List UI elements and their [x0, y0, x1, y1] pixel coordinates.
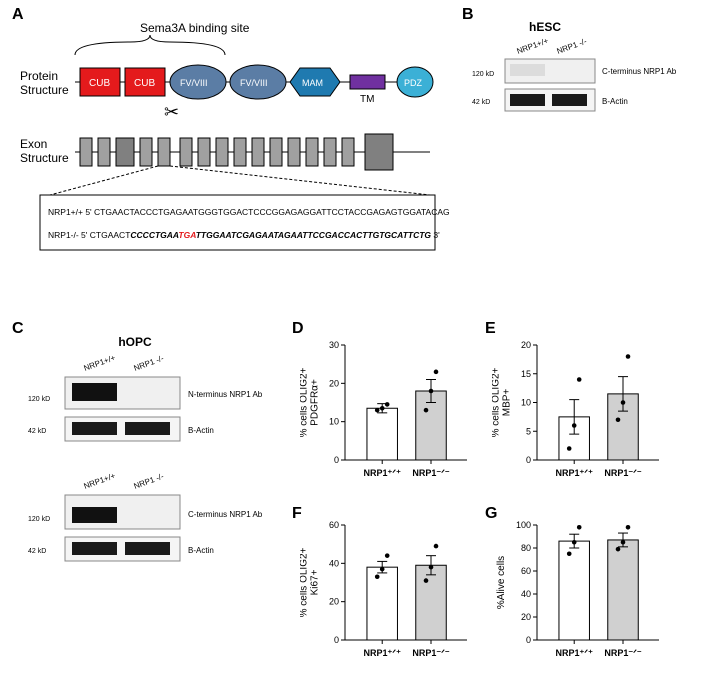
scissors-icon: ✂ — [164, 102, 179, 122]
svg-text:NRP1⁻ᐟ⁻: NRP1⁻ᐟ⁻ — [604, 468, 642, 478]
svg-text:% cells OLIG2+: % cells OLIG2+ — [492, 367, 502, 437]
hesc-title: hESC — [490, 20, 600, 34]
svg-text:NRP1⁻ᐟ⁻: NRP1⁻ᐟ⁻ — [412, 468, 450, 478]
svg-text:CUB: CUB — [89, 78, 110, 89]
svg-text:PDZ: PDZ — [404, 78, 423, 88]
svg-text:20: 20 — [521, 340, 531, 350]
svg-text:10: 10 — [329, 417, 339, 427]
svg-text:0: 0 — [526, 455, 531, 465]
panel-b: hESC NRP1+/+ NRP1 -/- 120 kD C-terminus … — [470, 20, 690, 150]
svg-text:40: 40 — [329, 558, 339, 568]
svg-text:60: 60 — [329, 520, 339, 530]
svg-text:FV/VIII: FV/VIII — [240, 78, 268, 88]
svg-text:N-terminus NRP1 Ab: N-terminus NRP1 Ab — [188, 390, 263, 399]
svg-text:NRP1+/+: NRP1+/+ — [516, 36, 550, 56]
svg-text:Structure: Structure — [20, 151, 69, 165]
svg-text:NRP1⁺ᐟ⁺: NRP1⁺ᐟ⁺ — [556, 648, 594, 658]
protein-structure-label-1: Protein — [20, 69, 58, 83]
svg-text:20: 20 — [521, 612, 531, 622]
svg-text:42 kD: 42 kD — [472, 99, 490, 106]
svg-text:NRP1⁺ᐟ⁺: NRP1⁺ᐟ⁺ — [364, 648, 402, 658]
svg-text:120 kD: 120 kD — [28, 516, 50, 523]
panel-f-chart: 0 20 40 60 % cells OLIG2+Ki67+ NRP1⁺ᐟ⁺ NRP1⁻ᐟ⁻ — [300, 515, 475, 675]
protein-exon-diagram: Sema3A binding site Protein Structure CU… — [20, 20, 450, 310]
protein-structure-label-2: Structure — [20, 83, 69, 97]
svg-text:MAM: MAM — [302, 78, 323, 88]
svg-text:TM: TM — [360, 94, 374, 105]
svg-text:FV/VIII: FV/VIII — [180, 78, 208, 88]
svg-text:20: 20 — [329, 597, 339, 607]
svg-text:PDGFRα+: PDGFRα+ — [310, 379, 321, 426]
svg-text:CUB: CUB — [134, 78, 155, 89]
svg-text:Exon: Exon — [20, 137, 47, 151]
svg-text:40: 40 — [521, 589, 531, 599]
svg-text:B-Actin: B-Actin — [188, 426, 214, 435]
panel-d-chart: 0 10 20 30 % cells OLIG2+PDGFRα+ NRP1⁺ᐟ⁺ NRP1⁻… — [300, 335, 475, 500]
svg-text:42 kD: 42 kD — [28, 548, 46, 555]
svg-text:120 kD: 120 kD — [472, 71, 494, 78]
svg-text:120 kD: 120 kD — [28, 396, 50, 403]
svg-text:B-Actin: B-Actin — [602, 97, 628, 106]
panel-a: Sema3A binding site Protein Structure CU… — [20, 20, 450, 310]
svg-text:B-Actin: B-Actin — [188, 546, 214, 555]
seq-wt: NRP1+/+ 5' CTGAACTACCCTGAGAATGGGTGGACTCC… — [48, 207, 450, 217]
svg-text:C-terminus NRP1 Ab: C-terminus NRP1 Ab — [188, 510, 263, 519]
svg-text:100: 100 — [516, 520, 531, 530]
hopc-title: hOPC — [50, 335, 220, 349]
svg-text:NRP1⁺ᐟ⁺: NRP1⁺ᐟ⁺ — [364, 468, 402, 478]
svg-text:NRP1⁻ᐟ⁻: NRP1⁻ᐟ⁻ — [412, 648, 450, 658]
svg-text:NRP1 -/-: NRP1 -/- — [133, 472, 166, 491]
svg-text:10: 10 — [521, 398, 531, 408]
svg-text:20: 20 — [329, 378, 339, 388]
svg-text:15: 15 — [521, 369, 531, 379]
svg-text:0: 0 — [334, 455, 339, 465]
svg-text:NRP1+/+: NRP1+/+ — [83, 471, 117, 491]
svg-text:C-terminus NRP1 Ab: C-terminus NRP1 Ab — [602, 67, 677, 76]
svg-text:80: 80 — [521, 543, 531, 553]
svg-text:60: 60 — [521, 566, 531, 576]
binding-site-label: Sema3A binding site — [140, 21, 250, 35]
svg-text:NRP1 -/-: NRP1 -/- — [133, 354, 166, 373]
svg-text:30: 30 — [329, 340, 339, 350]
brace — [75, 35, 225, 55]
svg-text:% cells OLIG2+: % cells OLIG2+ — [300, 367, 310, 437]
panel-e-chart: 0 5 10 15 20 % cells OLIG2+MBP+ NRP1⁺ᐟ⁺ NRP1⁻ᐟ⁻ — [492, 335, 667, 500]
svg-text:% cells OLIG2+: % cells OLIG2+ — [300, 547, 310, 617]
exons — [80, 134, 393, 170]
seq-ko: NRP1-/- 5' CTGAACTCCCCTGAATGATTGGAATCGAG… — [48, 230, 440, 240]
svg-text:NRP1 -/-: NRP1 -/- — [556, 37, 589, 56]
svg-text:5: 5 — [526, 426, 531, 436]
svg-text:Ki67+: Ki67+ — [310, 569, 321, 595]
svg-text:42 kD: 42 kD — [28, 428, 46, 435]
svg-text:0: 0 — [526, 635, 531, 645]
svg-text:0: 0 — [334, 635, 339, 645]
panel-c: hOPC NRP1+/+ NRP1 -/- 120 kD N-terminus … — [20, 335, 280, 665]
panel-g-chart: 0 20 40 60 80 100 %Alive cells NRP1⁺ᐟ⁺ NRP1⁻ᐟ⁻ — [492, 515, 667, 675]
svg-text:NRP1+/+: NRP1+/+ — [83, 353, 117, 373]
svg-text:NRP1⁺ᐟ⁺: NRP1⁺ᐟ⁺ — [556, 468, 594, 478]
svg-text:MBP+: MBP+ — [502, 389, 513, 417]
svg-text:%Alive cells: %Alive cells — [496, 556, 507, 609]
svg-text:NRP1⁻ᐟ⁻: NRP1⁻ᐟ⁻ — [604, 648, 642, 658]
